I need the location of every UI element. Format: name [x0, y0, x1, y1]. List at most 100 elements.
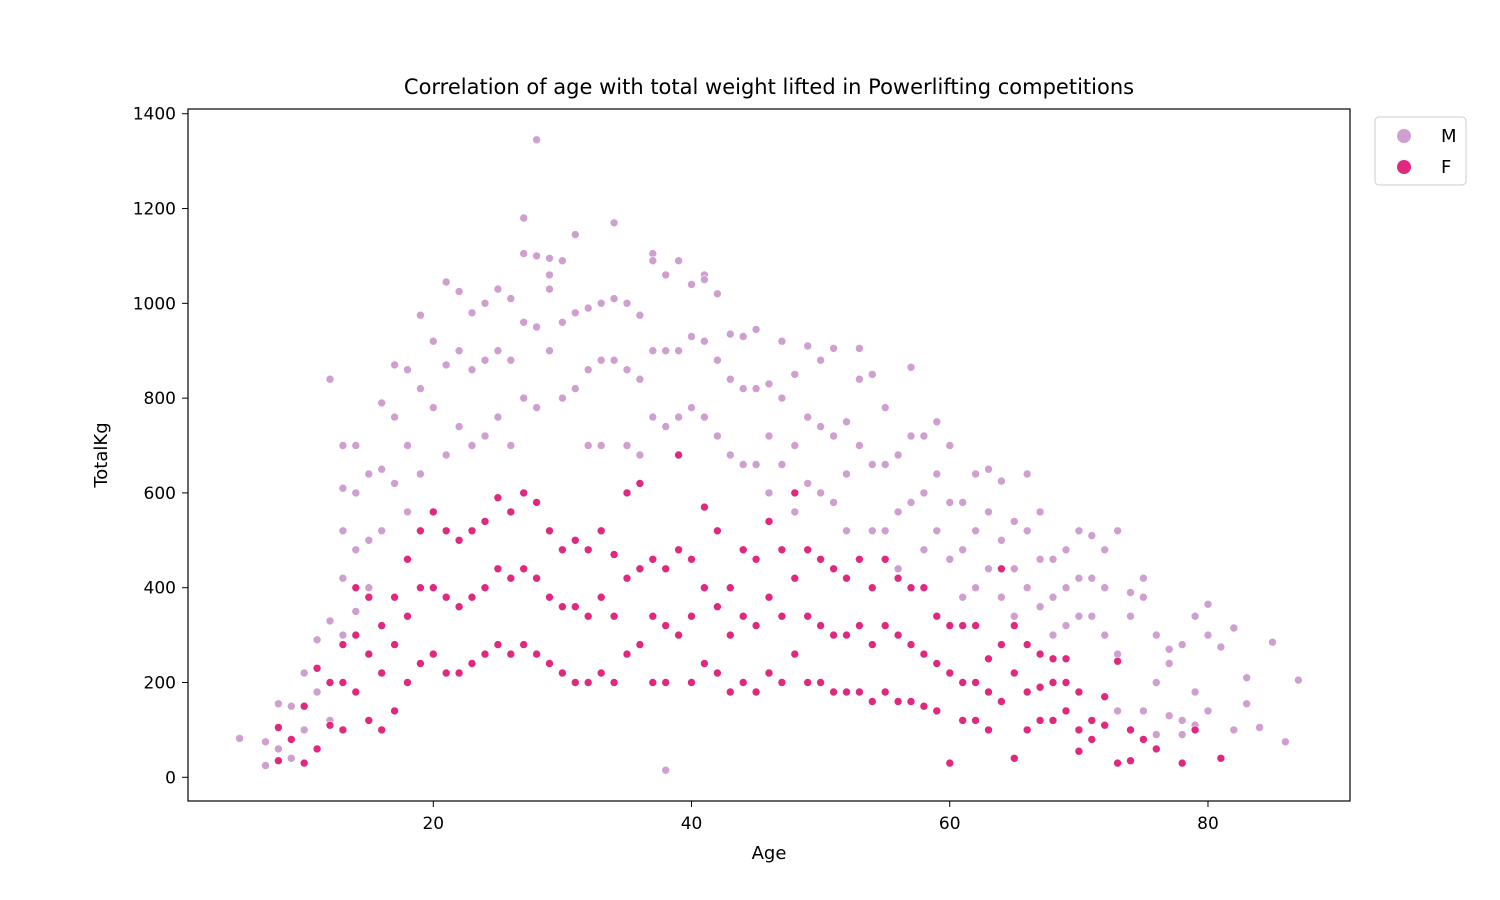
point-m-55: [493, 412, 503, 422]
point-f-60: [558, 545, 567, 555]
point-m-41: [441, 277, 451, 287]
point-f-180: [1074, 687, 1084, 697]
point-m-189: [1048, 592, 1058, 602]
point-m-209: [1139, 573, 1148, 583]
point-m-122: [764, 379, 774, 389]
point-m-63: [532, 135, 541, 145]
point-m-162: [932, 469, 942, 479]
point-f-186: [1100, 720, 1109, 730]
point-m-42: [441, 360, 451, 370]
point-m-142: [842, 526, 851, 536]
point-f-162: [997, 564, 1006, 574]
x-axis-label: Age: [752, 843, 787, 864]
point-f-20: [377, 725, 387, 735]
point-m-66: [532, 403, 541, 412]
point-f-154: [958, 678, 968, 687]
point-m-197: [1087, 531, 1097, 540]
point-m-8: [299, 725, 309, 735]
point-m-226: [1203, 706, 1213, 716]
point-f-24: [403, 554, 412, 564]
point-f-73: [609, 611, 619, 621]
point-f-59: [545, 659, 554, 668]
point-f-181: [1074, 725, 1084, 735]
point-m-39: [428, 403, 438, 412]
point-f-104: [738, 678, 748, 687]
point-m-37: [416, 469, 425, 479]
point-m-218: [1177, 640, 1187, 649]
point-f-173: [1035, 716, 1045, 725]
point-m-22: [351, 607, 361, 616]
point-f-122: [816, 678, 825, 687]
point-m-104: [687, 332, 696, 341]
point-f-30: [428, 507, 438, 517]
point-m-161: [932, 417, 942, 427]
point-m-127: [777, 460, 787, 469]
point-f-37: [454, 602, 464, 612]
point-m-32: [403, 365, 412, 375]
point-m-51: [480, 355, 490, 365]
x-tick-label-60: 60: [939, 814, 961, 834]
point-f-142: [906, 640, 916, 649]
point-f-89: [674, 630, 683, 640]
point-f-157: [971, 678, 980, 687]
point-f-44: [480, 649, 490, 659]
point-f-74: [609, 678, 619, 687]
point-m-81: [596, 355, 606, 365]
point-f-151: [945, 668, 955, 678]
point-m-60: [519, 249, 529, 258]
point-m-10: [312, 687, 322, 697]
point-m-47: [467, 308, 477, 318]
point-f-2: [286, 735, 296, 744]
point-f-25: [403, 611, 412, 621]
point-f-19: [377, 668, 387, 678]
point-m-96: [661, 270, 671, 280]
point-f-190: [1126, 756, 1135, 766]
point-f-95: [700, 659, 709, 668]
point-m-69: [545, 284, 554, 294]
x-tick-label-20: 20: [422, 814, 444, 834]
series-f: [274, 450, 1226, 768]
point-f-147: [932, 611, 942, 621]
y-tick-label-400: 400: [144, 579, 176, 599]
point-m-12: [325, 616, 335, 626]
point-m-227: [1216, 642, 1226, 652]
y-tick-label-1400: 1400: [133, 105, 176, 125]
point-m-181: [1009, 611, 1019, 621]
point-f-99: [725, 583, 735, 593]
point-m-158: [919, 431, 929, 441]
point-m-30: [390, 412, 399, 422]
point-f-22: [390, 640, 399, 649]
point-f-75: [622, 488, 632, 498]
point-m-99: [661, 765, 671, 775]
point-m-170: [971, 469, 980, 479]
point-m-14: [338, 441, 348, 450]
x-tick-label-80: 80: [1197, 814, 1219, 834]
point-f-179: [1061, 706, 1071, 716]
point-f-5: [312, 663, 322, 673]
point-m-217: [1164, 711, 1174, 721]
point-m-172: [971, 583, 980, 593]
point-f-57: [545, 526, 554, 536]
point-f-103: [738, 611, 748, 621]
point-m-20: [351, 488, 361, 498]
point-m-89: [635, 310, 645, 320]
point-f-171: [1035, 649, 1045, 659]
point-f-184: [1087, 735, 1097, 744]
point-f-17: [364, 716, 374, 725]
point-m-102: [674, 412, 683, 422]
point-f-183: [1087, 716, 1097, 725]
point-m-228: [1229, 623, 1239, 633]
legend-marker-m: [1397, 129, 1411, 143]
point-m-214: [1152, 730, 1161, 739]
point-m-114: [725, 374, 735, 384]
point-f-123: [829, 564, 838, 574]
point-f-55: [532, 573, 541, 583]
point-m-216: [1164, 659, 1174, 668]
point-m-74: [570, 230, 580, 239]
point-m-213: [1152, 678, 1161, 687]
point-m-82: [596, 441, 606, 450]
point-f-34: [441, 592, 451, 602]
point-f-156: [971, 621, 980, 630]
legend-marker-f: [1397, 160, 1411, 174]
point-m-109: [700, 412, 709, 422]
